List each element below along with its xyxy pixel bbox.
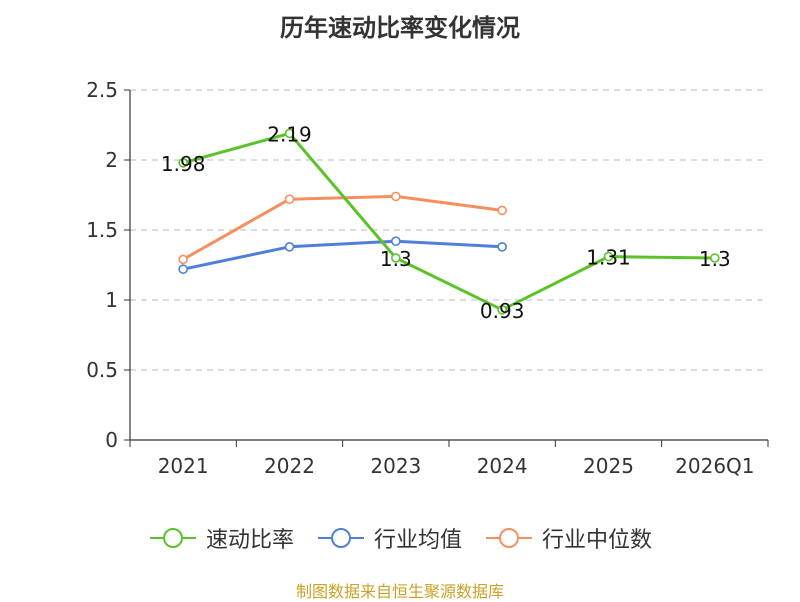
data-point[interactable] (391, 191, 401, 202)
x-tick-label: 2022 (264, 454, 315, 478)
data-point[interactable] (284, 194, 295, 204)
data-label: 1.3 (699, 247, 731, 271)
data-point[interactable] (391, 236, 401, 246)
legend-label-series-2: 行业中位数 (542, 528, 653, 553)
data-point[interactable] (178, 264, 188, 275)
y-tick-label: 1 (105, 288, 118, 312)
data-label: 2.19 (267, 122, 312, 146)
legend-marker-1 (317, 528, 364, 548)
x-tick-label: 2021 (158, 454, 209, 478)
series-line-0 (182, 131, 715, 312)
data-label: 1.3 (380, 247, 412, 271)
legend-marker-2 (486, 528, 532, 548)
data-point[interactable] (497, 304, 507, 315)
data-point[interactable] (391, 253, 401, 263)
legend-item-series-1[interactable]: 行业均值 (316, 522, 462, 554)
legend: 速动比率 行业均值 行业中位数 (0, 522, 800, 554)
series-line-2 (182, 194, 503, 261)
legend-marker-0 (149, 528, 196, 548)
y-tick-label: 1.5 (86, 218, 118, 242)
series-line-1 (182, 239, 503, 271)
data-source-note: 制图数据来自恒生聚源数据库 (295, 582, 504, 601)
y-tick-label: 0.5 (86, 358, 118, 382)
data-point[interactable] (710, 253, 720, 263)
chart-title: 历年速动比率变化情况 (280, 14, 520, 42)
x-tick-label: 2026Q1 (675, 454, 754, 478)
data-point[interactable] (284, 128, 295, 139)
data-point[interactable] (284, 242, 295, 252)
data-label: 1.31 (586, 246, 631, 270)
x-tick-label: 2023 (370, 454, 421, 478)
y-tick-label: 2 (105, 148, 118, 172)
data-label: 0.93 (480, 299, 525, 323)
legend-item-series-0[interactable]: 速动比率 (148, 522, 294, 554)
data-point[interactable] (497, 242, 507, 252)
data-point[interactable] (178, 254, 188, 265)
data-point[interactable] (603, 251, 614, 262)
data-point[interactable] (178, 158, 188, 168)
data-point[interactable] (497, 205, 507, 216)
x-tick-label: 2025 (583, 454, 634, 478)
y-tick-label: 2.5 (86, 78, 118, 102)
legend-label-series-0: 速动比率 (205, 528, 294, 553)
x-tick-label: 2024 (477, 454, 528, 478)
legend-label-series-1: 行业均值 (373, 528, 462, 553)
y-tick-label: 0 (105, 428, 118, 452)
legend-item-series-2[interactable]: 行业中位数 (484, 522, 652, 554)
data-label: 1.98 (161, 152, 206, 176)
